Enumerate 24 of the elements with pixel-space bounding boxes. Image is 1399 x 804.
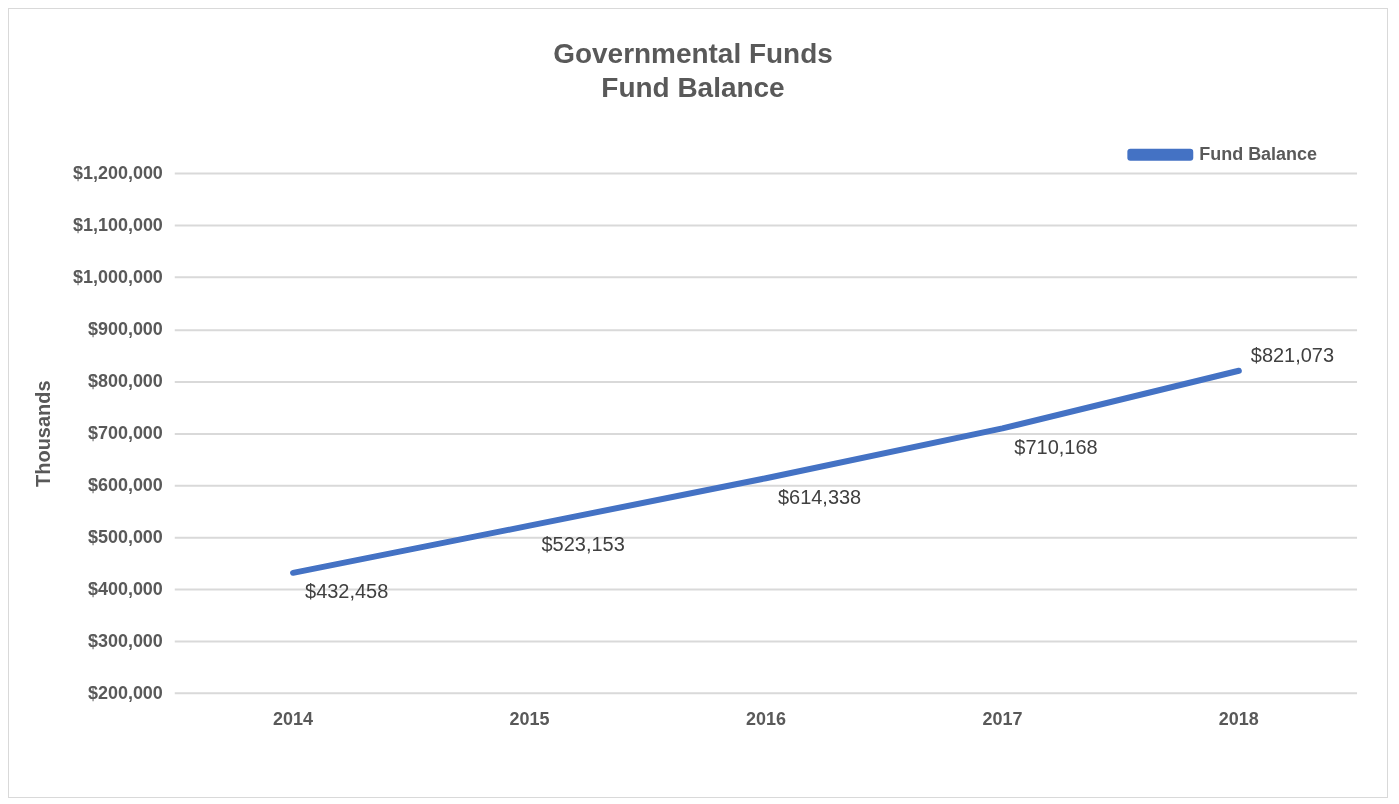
y-tick-label: $200,000 — [87, 682, 163, 703]
y-tick-label: $600,000 — [87, 474, 163, 495]
data-label: $432,458 — [305, 580, 389, 603]
data-label: $821,073 — [1250, 344, 1335, 367]
y-tick-label: $1,100,000 — [72, 214, 163, 235]
chart-title: Governmental Funds Fund Balance — [553, 38, 833, 103]
y-tick-label: $300,000 — [87, 630, 163, 651]
data-label: $523,153 — [541, 533, 625, 556]
y-tick-label: $400,000 — [87, 578, 163, 599]
y-tick-label: $900,000 — [87, 318, 163, 339]
y-tick-label: $1,000,000 — [72, 266, 163, 287]
y-tick-label: $500,000 — [87, 526, 163, 547]
x-tick-label: 2017 — [982, 709, 1023, 730]
data-label: $614,338 — [777, 485, 862, 508]
x-tick-label: 2018 — [1218, 709, 1259, 730]
y-axis-title: Thousands — [32, 380, 55, 487]
y-tick-label: $800,000 — [87, 370, 163, 391]
data-label: $710,168 — [1014, 435, 1098, 458]
y-tick-label: $1,200,000 — [72, 162, 163, 183]
legend-label: Fund Balance — [1199, 143, 1318, 164]
x-tick-label: 2015 — [509, 709, 550, 730]
y-tick-label: $700,000 — [87, 422, 163, 443]
x-tick-label: 2014 — [273, 709, 314, 730]
x-tick-label: 2016 — [745, 709, 786, 730]
